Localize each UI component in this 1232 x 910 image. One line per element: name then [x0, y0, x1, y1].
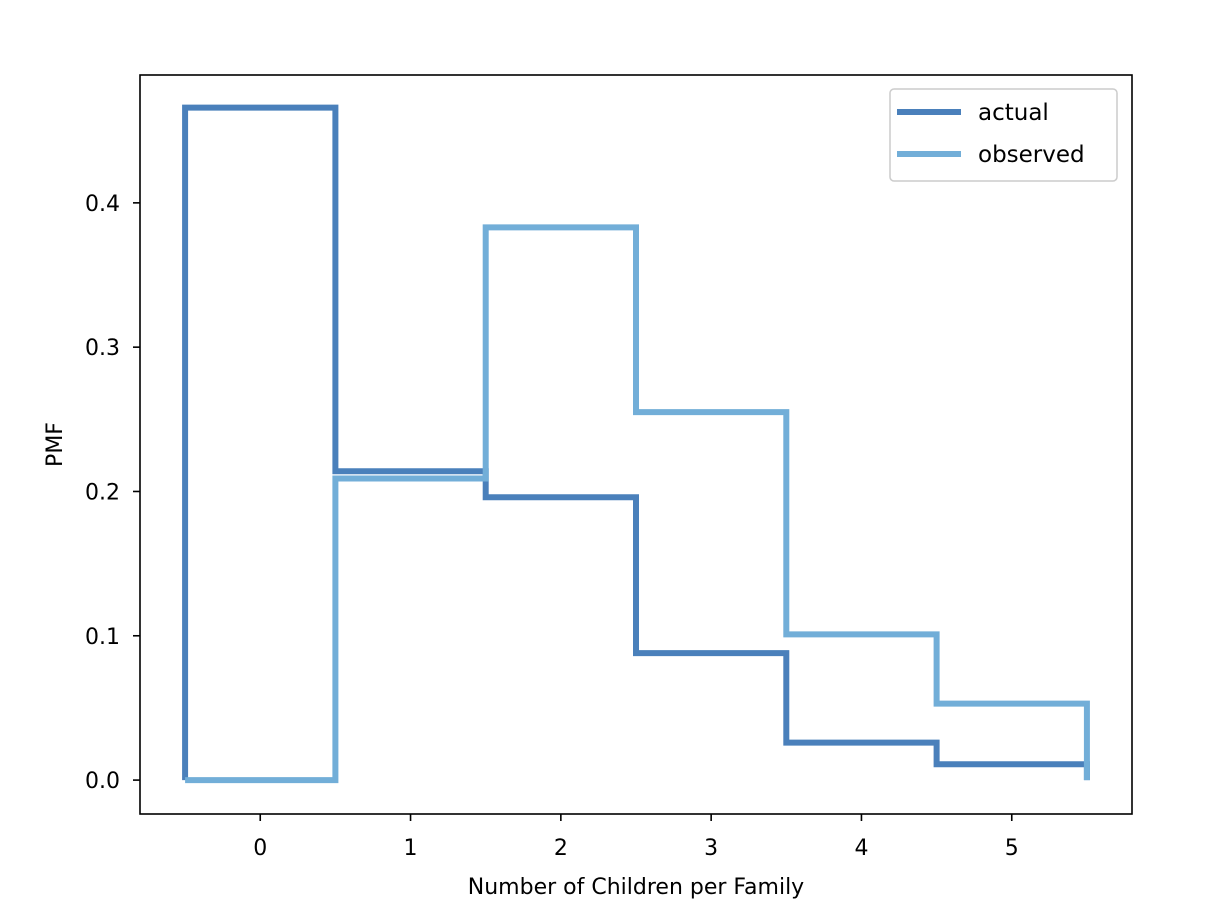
x-tick-label: 5: [1005, 836, 1019, 861]
y-tick-label: 0.3: [85, 336, 120, 361]
y-tick-label: 0.0: [85, 769, 120, 794]
x-tick-label: 2: [554, 836, 568, 861]
y-axis: 0.0 0.1 0.2 0.3 0.4: [85, 192, 140, 794]
x-tick-label: 4: [854, 836, 868, 861]
plot-frame: [139, 74, 1133, 815]
x-axis: 0 1 2 3 4 5: [253, 814, 1019, 861]
legend-label-observed: observed: [978, 142, 1085, 168]
y-tick-label: 0.4: [85, 192, 120, 217]
y-tick-label: 0.2: [85, 480, 120, 505]
x-tick-label: 3: [704, 836, 718, 861]
x-axis-label: Number of Children per Family: [468, 875, 804, 900]
series-line-observed: [185, 224, 1090, 784]
legend: actual observed: [889, 88, 1118, 182]
x-tick-label: 1: [404, 836, 418, 861]
x-tick-label: 0: [253, 836, 267, 861]
series-layer: [182, 104, 1090, 784]
y-tick-label: 0.1: [85, 625, 120, 650]
plot-area: [140, 75, 1132, 814]
legend-label-actual: actual: [978, 100, 1049, 126]
y-axis-label: PMF: [43, 422, 68, 467]
series-line-actual: [182, 104, 1090, 781]
